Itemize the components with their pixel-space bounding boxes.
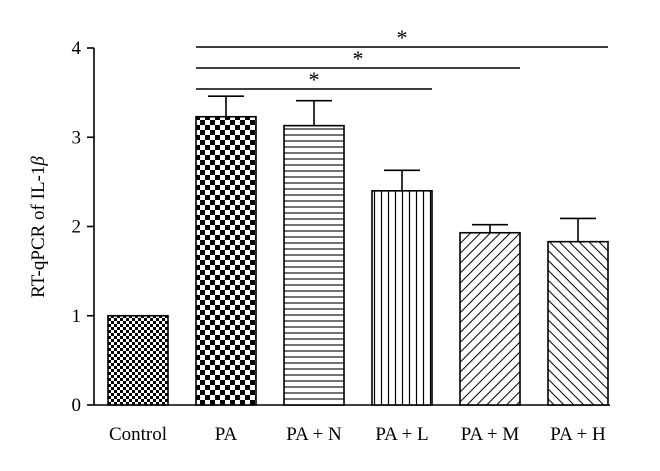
bar [283,124,345,406]
axes: 0 1 2 3 4 [72,38,610,416]
bar [371,190,433,406]
bar [107,314,169,406]
y-tick-label: 3 [72,127,82,148]
y-axis-label: RT-qPCR of IL-1β [28,156,49,298]
category-label: PA + N [286,424,342,445]
category-label: Control [109,424,167,445]
bar [459,231,521,406]
y-tick-label: 1 [72,306,82,327]
bar [195,115,257,406]
bars: Control PA PA + N PA + L PA + M PA + H [107,95,609,445]
y-tick-label: 2 [72,217,82,238]
category-label: PA + H [550,424,606,445]
y-tick-label: 0 [72,395,82,416]
category-label: PA [215,424,238,445]
significance-star: * [353,46,364,71]
significance-star: * [309,67,320,92]
significance-brackets: * * * [196,25,608,92]
significance-star: * [397,25,408,50]
y-tick-label: 4 [72,38,82,59]
category-label: PA + M [461,424,520,445]
bar [547,240,609,406]
category-label: PA + L [375,424,428,445]
